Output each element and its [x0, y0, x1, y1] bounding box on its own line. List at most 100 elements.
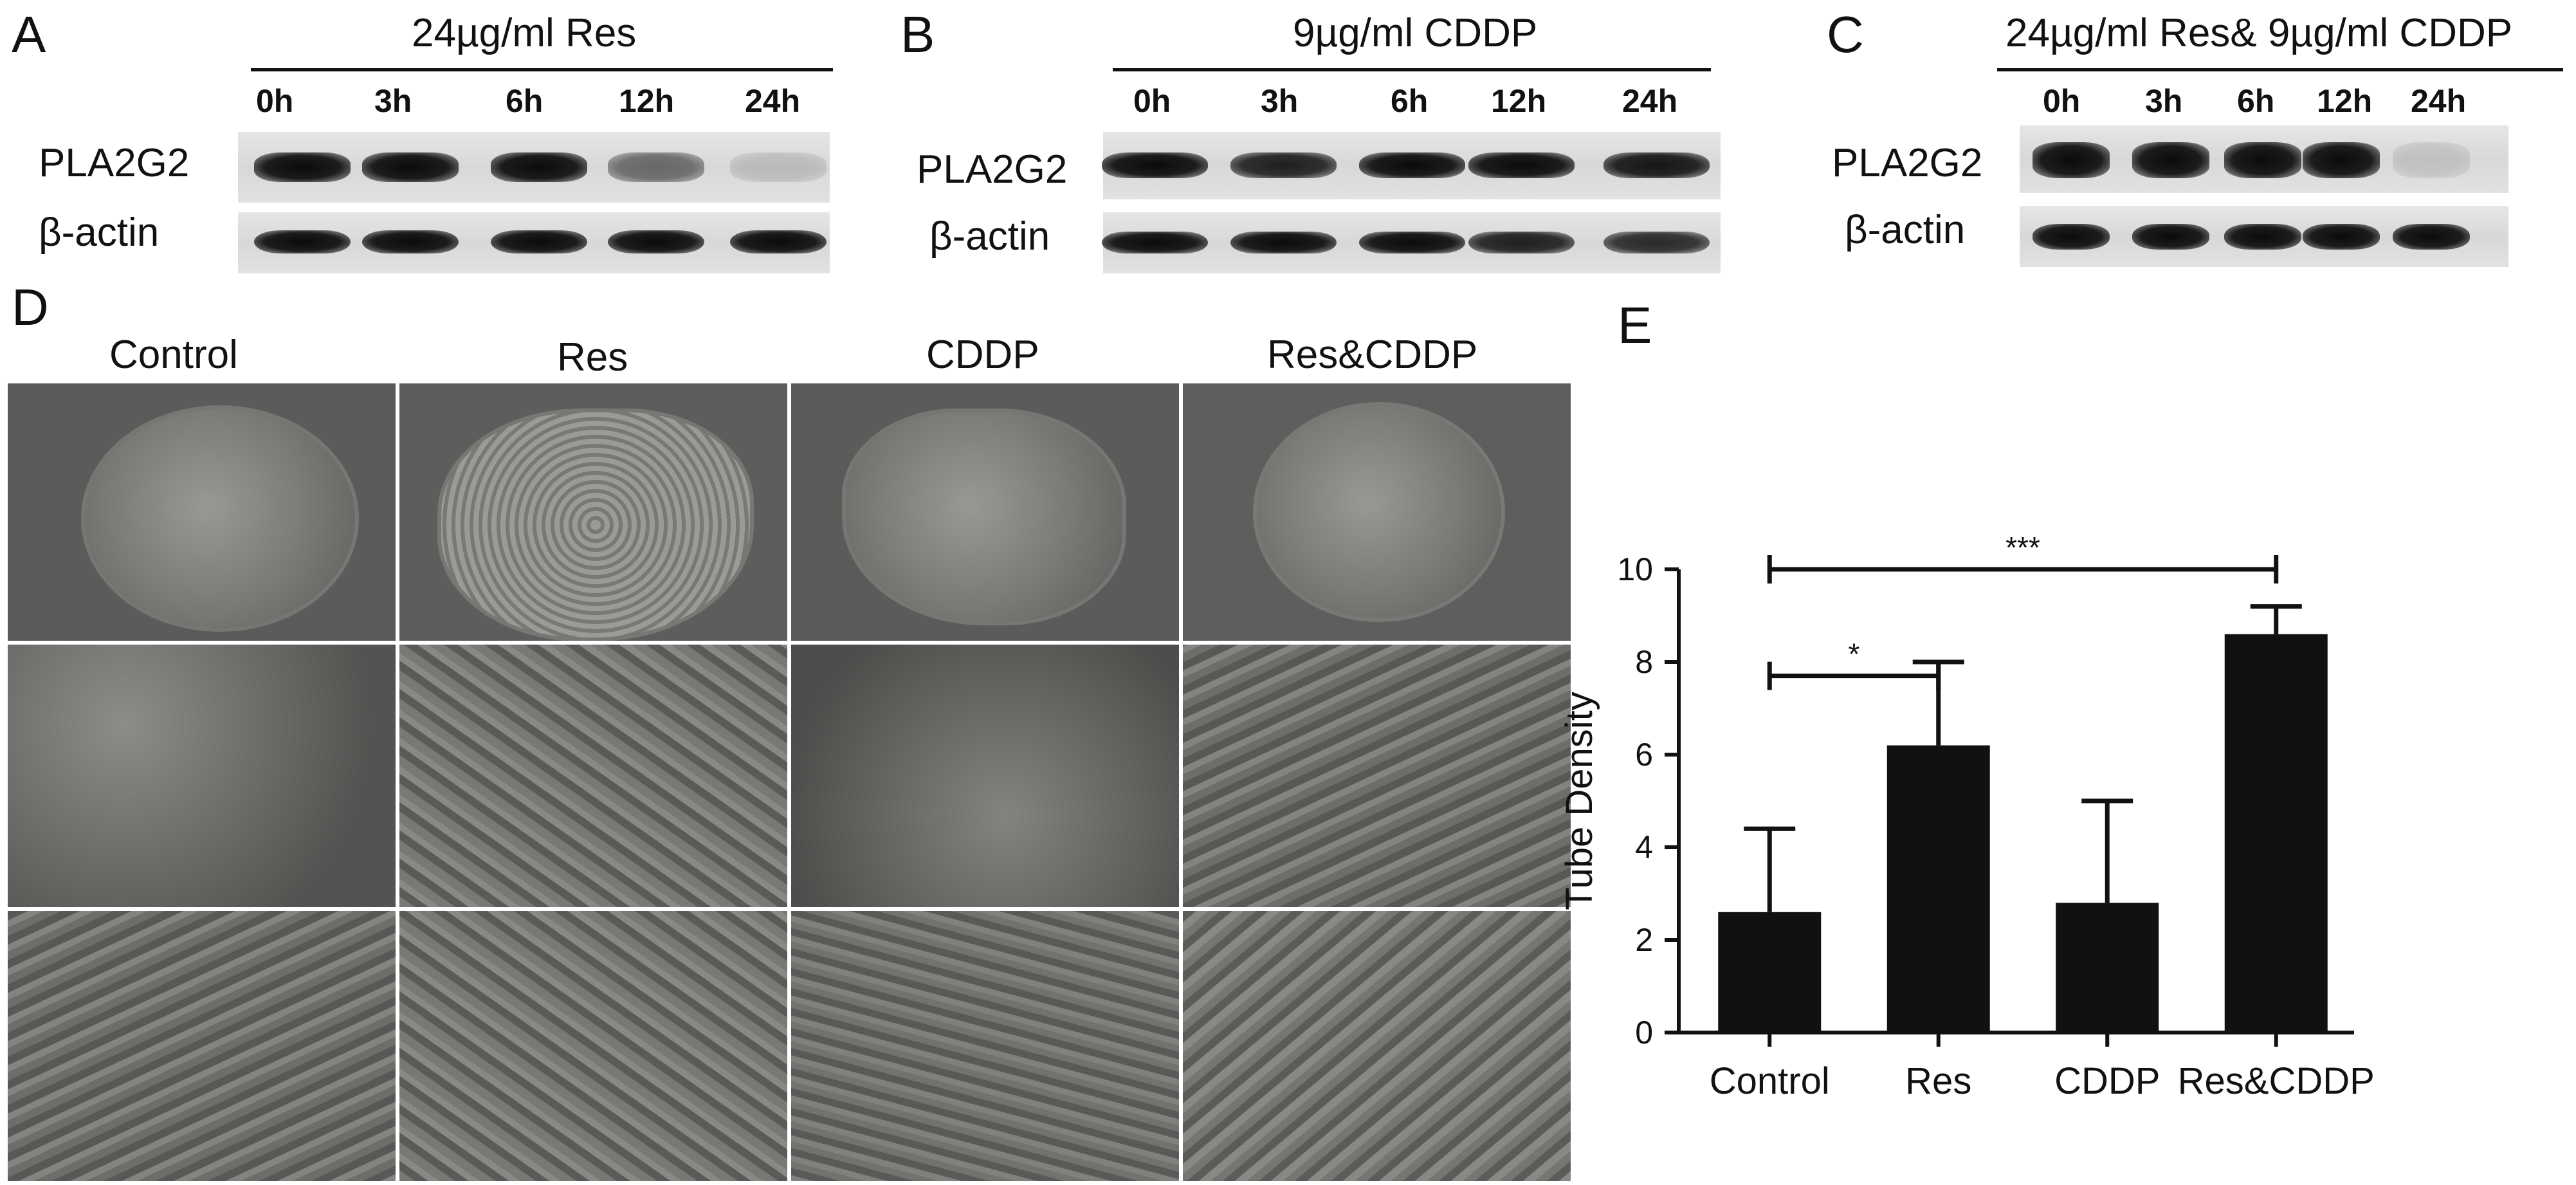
blot-band [362, 152, 459, 182]
blot-band [2032, 224, 2110, 250]
panel-a-letter: A [12, 6, 46, 63]
panel-a-treatment: 24µg/ml Res [412, 11, 637, 55]
panel-c-lane: 6h [2237, 83, 2275, 119]
panel-b-pla2g2-blot [1101, 132, 1721, 199]
significance-label: *** [2005, 531, 2040, 564]
panel-a-row-label: β-actin [39, 210, 160, 255]
blot-band [730, 230, 827, 253]
panel-a-lane: 6h [506, 83, 544, 119]
sem-image-cddp-mid [791, 645, 1179, 907]
panel-c-row-label: PLA2G2 [1832, 141, 1983, 185]
blot-band [2224, 142, 2301, 178]
y-tick-label: 8 [1635, 644, 1653, 680]
sem-image-res-whole [399, 383, 787, 641]
panel-a-row-label: PLA2G2 [39, 141, 190, 185]
blot-band [2303, 224, 2380, 250]
panel-a-lane: 12h [619, 83, 675, 119]
blot-band [2132, 224, 2209, 250]
y-axis-label: Tube Density [1558, 692, 1600, 910]
y-tick-label: 4 [1635, 829, 1653, 865]
panel-b-treatment: 9µg/ml CDDP [1293, 11, 1538, 55]
panel-c-lane: 12h [2317, 83, 2373, 119]
sem-column-title: CDDP [926, 333, 1039, 377]
panel-b-letter: B [900, 6, 935, 63]
sem-image-res-high [399, 911, 787, 1181]
blot-band [1101, 152, 1208, 178]
tube-density-chart: 0 2 4 6 8 10 Tube Density Control Res CDDP Res&CDD… [1558, 531, 2375, 1102]
panel-b-lane: 3h [1261, 83, 1299, 119]
y-tick-label: 10 [1617, 551, 1653, 587]
bar [1886, 745, 1990, 1033]
panel-a-lane: 0h [256, 83, 294, 119]
blot-band [2393, 224, 2470, 250]
blot-band [1358, 152, 1465, 178]
blot-band [1101, 232, 1208, 253]
sem-image-cddp-whole [791, 383, 1179, 641]
significance-label: * [1849, 638, 1860, 671]
blot-band [254, 230, 351, 253]
sem-column-title: Control [109, 333, 238, 377]
panel-b-row-label: PLA2G2 [917, 147, 1068, 192]
panel-c-lane: 24h [2411, 83, 2467, 119]
panel-a-lane: 3h [374, 83, 412, 119]
sem-column-title: Res&CDDP [1267, 333, 1478, 377]
panel-d-letter: D [12, 279, 49, 336]
blot-band [1358, 232, 1465, 253]
panel-c-pla2g2-blot [2020, 125, 2508, 193]
panel-c-row-label: β-actin [1845, 208, 1966, 252]
panel-c-header-line [1997, 68, 2563, 71]
blot-band [608, 152, 704, 182]
sem-image-control-mid [8, 645, 396, 907]
sem-image-rescddp-mid [1183, 645, 1571, 907]
sem-image-control-whole [8, 383, 396, 641]
y-tick-label: 0 [1635, 1015, 1653, 1051]
blot-band [2303, 142, 2380, 178]
x-tick-label: Control [1710, 1060, 1830, 1102]
sem-image-grid [8, 383, 1571, 1181]
blot-band [1603, 152, 1710, 178]
blot-band [730, 152, 827, 182]
sem-image-rescddp-whole [1183, 383, 1571, 641]
panel-c-actin-blot [2020, 206, 2508, 267]
panel-b-lane: 6h [1391, 83, 1429, 119]
panel-b-actin-blot [1101, 212, 1721, 273]
blot-band [491, 152, 587, 182]
blot-band [2224, 224, 2301, 250]
y-tick-label: 2 [1635, 922, 1653, 958]
blot-band [2393, 142, 2470, 178]
panel-c-letter: C [1827, 6, 1864, 63]
panel-b-header-line [1113, 68, 1711, 71]
panel-b-lane: 24h [1622, 83, 1678, 119]
blot-band [1230, 152, 1337, 178]
blot-band [2132, 142, 2209, 178]
blot-band [1230, 232, 1337, 253]
panel-b-row-label: β-actin [929, 214, 1050, 259]
blot-band [608, 230, 704, 253]
y-tick-label: 6 [1635, 737, 1653, 773]
sem-image-cddp-high [791, 911, 1179, 1181]
sem-column-title: Res [557, 335, 628, 380]
panel-c-lane: 3h [2145, 83, 2183, 119]
panel-c-treatment: 24µg/ml Res& 9µg/ml CDDP [2005, 11, 2513, 55]
panel-c-lane: 0h [2043, 83, 2081, 119]
panel-a-header-line [251, 68, 833, 71]
x-tick-label: Res [1905, 1060, 1971, 1102]
x-tick-label: Res&CDDP [2178, 1060, 2375, 1102]
panel-e-letter: E [1618, 297, 1652, 354]
blot-band [2032, 142, 2110, 178]
panel-b-lane: 0h [1133, 83, 1171, 119]
blot-band [254, 152, 351, 182]
blot-band [362, 230, 459, 253]
x-tick-label: CDDP [2054, 1060, 2160, 1102]
sem-image-control-high [8, 911, 396, 1181]
blot-band [1603, 232, 1710, 253]
blot-band [1468, 152, 1575, 178]
blot-band [491, 230, 587, 253]
bar [2224, 634, 2328, 1033]
panel-a-pla2g2-blot [238, 132, 830, 203]
bar [1718, 912, 1822, 1033]
panel-a-actin-blot [238, 212, 830, 273]
panel-b-lane: 12h [1491, 83, 1547, 119]
panel-a-lane: 24h [745, 83, 801, 119]
sem-image-rescddp-high [1183, 911, 1571, 1181]
